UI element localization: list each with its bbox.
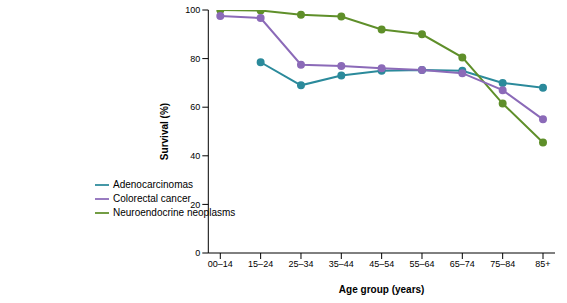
svg-text:65–74: 65–74 [450, 259, 475, 269]
svg-text:45–54: 45–54 [369, 259, 394, 269]
svg-text:80: 80 [190, 54, 200, 64]
svg-text:85+: 85+ [535, 259, 550, 269]
svg-text:Age group (years): Age group (years) [339, 284, 425, 295]
svg-text:20: 20 [190, 200, 200, 210]
svg-text:40: 40 [190, 151, 200, 161]
svg-text:35–44: 35–44 [329, 259, 354, 269]
svg-text:00–14: 00–14 [208, 259, 233, 269]
svg-text:100: 100 [185, 5, 200, 15]
svg-text:55–64: 55–64 [409, 259, 434, 269]
svg-text:75–84: 75–84 [490, 259, 515, 269]
svg-text:25–34: 25–34 [288, 259, 313, 269]
svg-text:15–24: 15–24 [248, 259, 273, 269]
svg-text:0: 0 [195, 248, 200, 258]
svg-text:60: 60 [190, 102, 200, 112]
svg-text:Survival (%): Survival (%) [159, 103, 170, 160]
